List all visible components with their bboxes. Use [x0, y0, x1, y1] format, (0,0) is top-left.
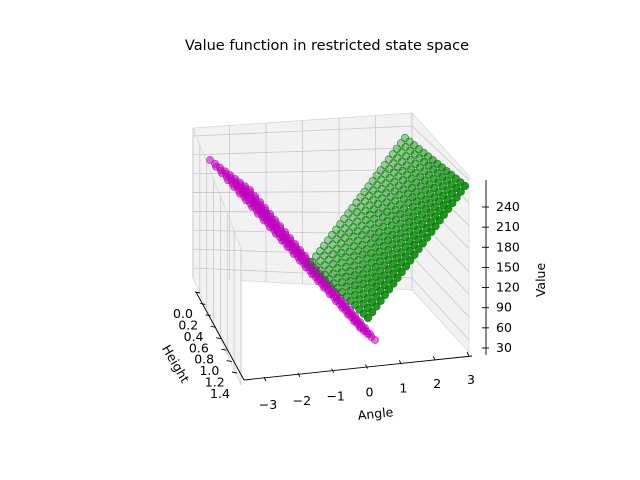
height-tick-label: 0.2 — [178, 317, 198, 332]
green-point — [348, 213, 357, 222]
angle-tick-label: 0 — [366, 385, 374, 400]
green-point — [372, 302, 381, 311]
green-point — [344, 218, 353, 228]
angle-tick-label: 2 — [433, 376, 441, 391]
angle-tick-label: 1 — [399, 380, 407, 395]
height-tick-label: 1.2 — [205, 375, 225, 390]
green-point — [320, 251, 329, 260]
green-point — [439, 210, 449, 219]
angle-tick-mark — [365, 364, 368, 369]
green-point — [385, 285, 394, 294]
green-point — [340, 233, 350, 242]
height-ticks: 0.00.20.40.60.81.01.21.4 — [173, 291, 238, 401]
green-point — [422, 233, 432, 242]
angle-tick-mark — [466, 351, 470, 357]
green-point — [336, 229, 345, 238]
green-point — [340, 224, 349, 233]
green-point — [460, 181, 470, 191]
height-tick-mark — [194, 291, 201, 294]
grid-line — [192, 267, 470, 341]
green-point — [324, 246, 333, 255]
green-point — [353, 217, 362, 226]
green-point — [345, 228, 354, 237]
green-point — [393, 273, 402, 282]
green-point — [320, 241, 329, 250]
angle-tick-mark — [263, 376, 267, 382]
green-point — [316, 266, 325, 275]
height-tick-mark — [231, 371, 238, 374]
value-axis-label: Value — [533, 263, 548, 298]
green-point — [332, 244, 342, 253]
green-point — [368, 308, 377, 317]
height-tick-mark — [226, 360, 232, 363]
angle-ticks: −3 −2 −1 0 1 2 3 — [259, 351, 475, 412]
value-tick-label: 30 — [496, 340, 512, 355]
green-point — [448, 199, 457, 208]
green-point — [435, 216, 444, 225]
height-tick-label: 1.4 — [210, 386, 230, 401]
angle-axis-line — [243, 355, 473, 381]
value-tick-label: 240 — [496, 199, 520, 214]
value-tick-label: 60 — [496, 320, 512, 335]
green-point — [444, 204, 453, 214]
green-point — [328, 240, 337, 249]
height-tick-label: 0.4 — [184, 329, 204, 344]
green-point — [311, 252, 321, 261]
green-point — [431, 222, 440, 231]
angle-tick-label: 3 — [467, 372, 475, 387]
height-tick-mark — [221, 348, 227, 351]
value-tick-label: 120 — [496, 280, 520, 295]
green-point — [401, 262, 411, 271]
green-point — [349, 223, 358, 232]
chart-title: Value function in restricted state space — [185, 38, 469, 54]
green-point — [340, 214, 349, 223]
height-axis-label: Height — [159, 342, 193, 385]
height-tick-mark — [216, 337, 222, 340]
angle-tick-label: −3 — [259, 397, 277, 412]
green-point — [406, 256, 415, 265]
height-tick-mark — [205, 314, 211, 317]
value-tick-label: 150 — [496, 259, 520, 274]
value-tick-label: 180 — [496, 239, 520, 254]
green-point — [389, 279, 398, 288]
green-point — [376, 296, 385, 305]
green-point — [397, 268, 406, 277]
angle-tick-label: −1 — [326, 389, 344, 404]
height-tick-mark — [200, 302, 206, 305]
green-point — [328, 250, 337, 259]
angle-tick-mark — [432, 355, 436, 361]
green-point — [320, 261, 329, 270]
angle-tick-mark — [398, 360, 402, 365]
angle-tick-mark — [297, 372, 301, 378]
value-tick-label: 90 — [496, 300, 512, 315]
height-tick-label: 0.6 — [189, 340, 209, 355]
height-tick-label: 1.0 — [199, 363, 219, 378]
grid-line — [192, 125, 470, 181]
angle-axis-label: Angle — [357, 404, 394, 423]
green-point — [456, 187, 465, 196]
green-point — [363, 313, 373, 323]
green-point — [418, 239, 427, 248]
green-point — [380, 290, 390, 300]
green-point — [336, 239, 346, 248]
magenta-point — [371, 336, 379, 344]
height-tick-mark — [210, 325, 216, 328]
angle-tick-mark — [331, 368, 335, 373]
height-axis-line — [195, 291, 245, 381]
data-points — [206, 133, 470, 344]
green-point — [414, 245, 423, 254]
height-tick-label: 0.0 — [173, 306, 193, 321]
green-point — [410, 250, 419, 259]
angle-tick-label: −2 — [293, 393, 311, 408]
green-point — [312, 262, 321, 271]
value-tick-label: 210 — [496, 219, 520, 234]
green-point — [452, 193, 461, 202]
green-point — [427, 227, 436, 236]
height-tick-label: 0.8 — [194, 352, 214, 367]
value-ticks: 30 60 90 120 150 180 210 240 — [482, 199, 520, 355]
